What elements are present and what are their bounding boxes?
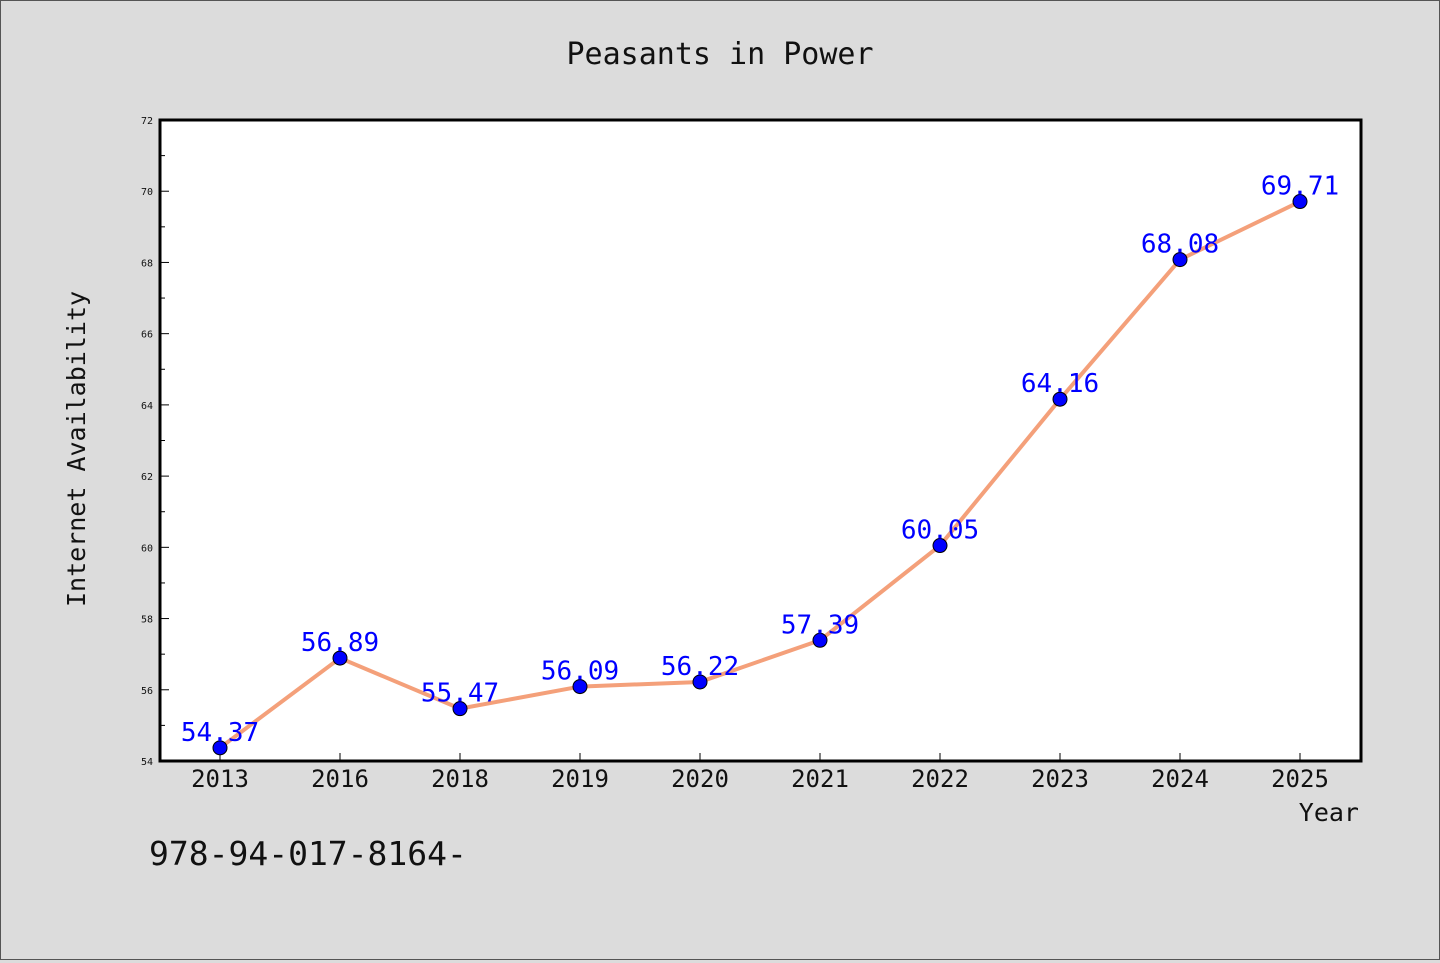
x-tick-label: 2022 — [911, 765, 969, 793]
y-tick-label: 62 — [141, 472, 153, 483]
plot-area — [158, 118, 1363, 763]
data-point — [212, 740, 228, 756]
x-tick-label: 2025 — [1271, 765, 1329, 793]
y-tick-label: 54 — [141, 757, 153, 768]
data-label: 56.89 — [301, 628, 379, 658]
data-label: 64.16 — [1021, 369, 1099, 399]
y-tick-label: 72 — [141, 116, 153, 127]
x-tick-label: 2024 — [1151, 765, 1209, 793]
x-axis: 2013 2016 2018 2019 2020 2021 2022 2023 2024 2025 — [191, 753, 1329, 793]
x-tick-label: 2018 — [431, 765, 489, 793]
y-tick-label: 64 — [141, 401, 153, 412]
data-label: 57.39 — [781, 610, 859, 640]
data-label: 56.09 — [541, 657, 619, 687]
series-line — [218, 199, 1301, 750]
data-point — [1052, 391, 1068, 407]
data-label: 56.22 — [661, 652, 739, 682]
y-tick-label: 60 — [141, 543, 153, 554]
x-tick-label: 2020 — [671, 765, 729, 793]
chart-title: Peasants in Power — [566, 37, 873, 72]
data-point — [332, 650, 348, 666]
x-tick-label: 2019 — [551, 765, 609, 793]
x-axis-label: Year — [1299, 798, 1359, 827]
x-tick-label: 2023 — [1031, 765, 1089, 793]
footnote: 978-94-017-8164- — [149, 834, 467, 873]
series-group: 54.37 56.89 55.47 56.09 56.22 57.39 60.05 64.16… — [181, 172, 1339, 756]
data-point — [812, 632, 828, 648]
y-tick-label: 68 — [141, 258, 153, 269]
data-label: 54.37 — [181, 718, 259, 748]
data-label: 68.08 — [1141, 230, 1219, 260]
data-point — [692, 674, 708, 690]
data-point — [452, 701, 468, 717]
y-tick-label: 56 — [141, 686, 153, 697]
data-point — [572, 679, 588, 695]
x-tick-label: 2021 — [791, 765, 849, 793]
data-point — [932, 538, 948, 554]
data-point — [1172, 252, 1188, 268]
data-label: 60.05 — [901, 516, 979, 546]
y-tick-label: 66 — [141, 330, 153, 341]
y-tick-label: 58 — [141, 615, 153, 626]
y-axis: 54 56 58 60 62 64 66 68 70 72 — [141, 116, 169, 768]
data-label: 55.47 — [421, 679, 499, 709]
y-tick-label: 70 — [141, 187, 153, 198]
y-axis-label: Internet Availability — [62, 291, 91, 607]
data-label: 69.71 — [1261, 172, 1339, 202]
x-tick-label: 2013 — [191, 765, 249, 793]
data-point — [1292, 194, 1308, 210]
x-tick-label: 2016 — [311, 765, 369, 793]
